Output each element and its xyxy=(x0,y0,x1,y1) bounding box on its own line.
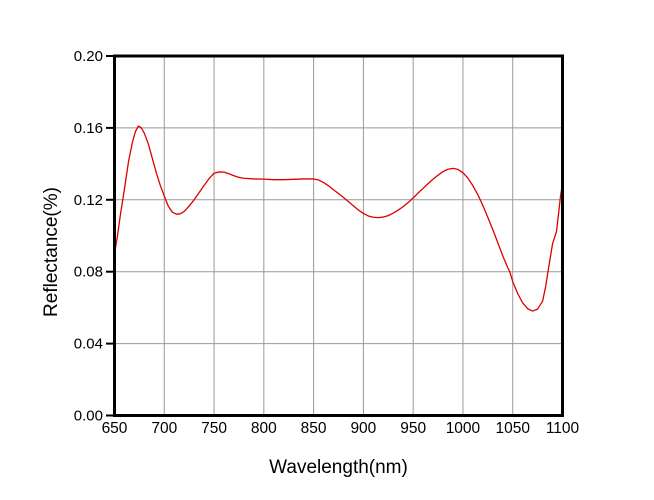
x-tick-label: 1000 xyxy=(446,420,481,437)
x-axis-title: Wavelength(nm) xyxy=(269,457,408,478)
y-tick-label: 0.16 xyxy=(74,120,103,137)
y-tick-label: 0.20 xyxy=(74,48,103,65)
x-tick-label: 750 xyxy=(201,420,227,437)
x-tick-label: 800 xyxy=(251,420,277,437)
reflectance-curve xyxy=(113,125,564,312)
y-tick-label: 0.12 xyxy=(74,192,103,209)
x-tick-label: 650 xyxy=(102,420,128,437)
x-tick-label: 1100 xyxy=(546,420,580,437)
y-tick-label: 0.04 xyxy=(74,336,103,353)
plot-frame xyxy=(113,54,564,417)
x-tick-label: 900 xyxy=(350,420,376,437)
y-axis-title: Reflectance(%) xyxy=(41,187,62,317)
y-tick-label: 0.00 xyxy=(74,408,103,425)
y-tick-label: 0.08 xyxy=(74,264,103,281)
x-tick-label: 950 xyxy=(400,420,426,437)
x-tick-label: 850 xyxy=(301,420,327,437)
x-tick-label: 700 xyxy=(151,420,177,437)
x-tick-label: 1050 xyxy=(495,420,530,437)
